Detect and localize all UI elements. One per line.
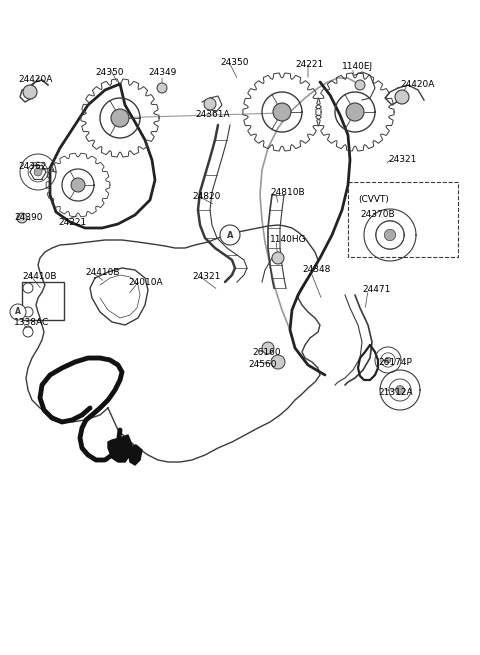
Circle shape: [23, 327, 33, 337]
Circle shape: [23, 85, 37, 99]
Polygon shape: [128, 445, 142, 465]
Text: (CVVT): (CVVT): [358, 195, 389, 204]
Circle shape: [10, 304, 26, 320]
Text: A: A: [15, 307, 21, 316]
Circle shape: [271, 355, 285, 369]
Circle shape: [204, 98, 216, 110]
Text: 1338AC: 1338AC: [14, 318, 49, 327]
Text: 24560: 24560: [248, 360, 276, 369]
Circle shape: [17, 213, 27, 223]
Bar: [22, 282, 64, 320]
Circle shape: [34, 168, 42, 176]
Bar: [348, 182, 458, 257]
Text: 24349: 24349: [148, 68, 176, 77]
Text: 24010A: 24010A: [128, 278, 163, 287]
Circle shape: [396, 386, 404, 394]
Circle shape: [157, 83, 167, 93]
Circle shape: [346, 103, 364, 121]
Text: 24471: 24471: [362, 285, 390, 294]
Circle shape: [272, 252, 284, 264]
Circle shape: [395, 90, 409, 104]
Text: A: A: [227, 231, 233, 240]
Circle shape: [355, 80, 365, 90]
Text: 24350: 24350: [95, 68, 123, 77]
Text: 24321: 24321: [192, 272, 220, 281]
Circle shape: [71, 178, 85, 192]
Text: 24420A: 24420A: [400, 80, 434, 89]
Text: 24810B: 24810B: [270, 188, 305, 197]
Circle shape: [24, 326, 32, 334]
Text: 26174P: 26174P: [378, 358, 412, 367]
Circle shape: [23, 283, 33, 293]
Text: 24420A: 24420A: [18, 75, 52, 84]
Circle shape: [262, 342, 274, 354]
Text: 24350: 24350: [220, 58, 249, 67]
Circle shape: [220, 225, 240, 245]
Circle shape: [111, 109, 129, 127]
Text: 26160: 26160: [252, 348, 281, 357]
Circle shape: [23, 307, 33, 317]
Text: 24410B: 24410B: [22, 272, 57, 281]
Text: 24221: 24221: [295, 60, 323, 69]
Text: 24362: 24362: [18, 162, 47, 171]
Text: 24410B: 24410B: [85, 268, 120, 277]
Text: 24221: 24221: [58, 218, 86, 227]
Text: 24321: 24321: [388, 155, 416, 164]
Text: 24361A: 24361A: [195, 110, 229, 119]
Circle shape: [384, 229, 396, 241]
Circle shape: [385, 357, 391, 363]
Circle shape: [273, 103, 291, 121]
Text: 24370B: 24370B: [360, 210, 395, 219]
Text: 1140EJ: 1140EJ: [342, 62, 373, 71]
Text: 24348: 24348: [302, 265, 330, 274]
Polygon shape: [108, 435, 132, 462]
Text: 1140HG: 1140HG: [270, 235, 307, 244]
Text: 24390: 24390: [14, 213, 43, 222]
Text: 21312A: 21312A: [378, 388, 413, 397]
Text: 24820: 24820: [192, 192, 220, 201]
